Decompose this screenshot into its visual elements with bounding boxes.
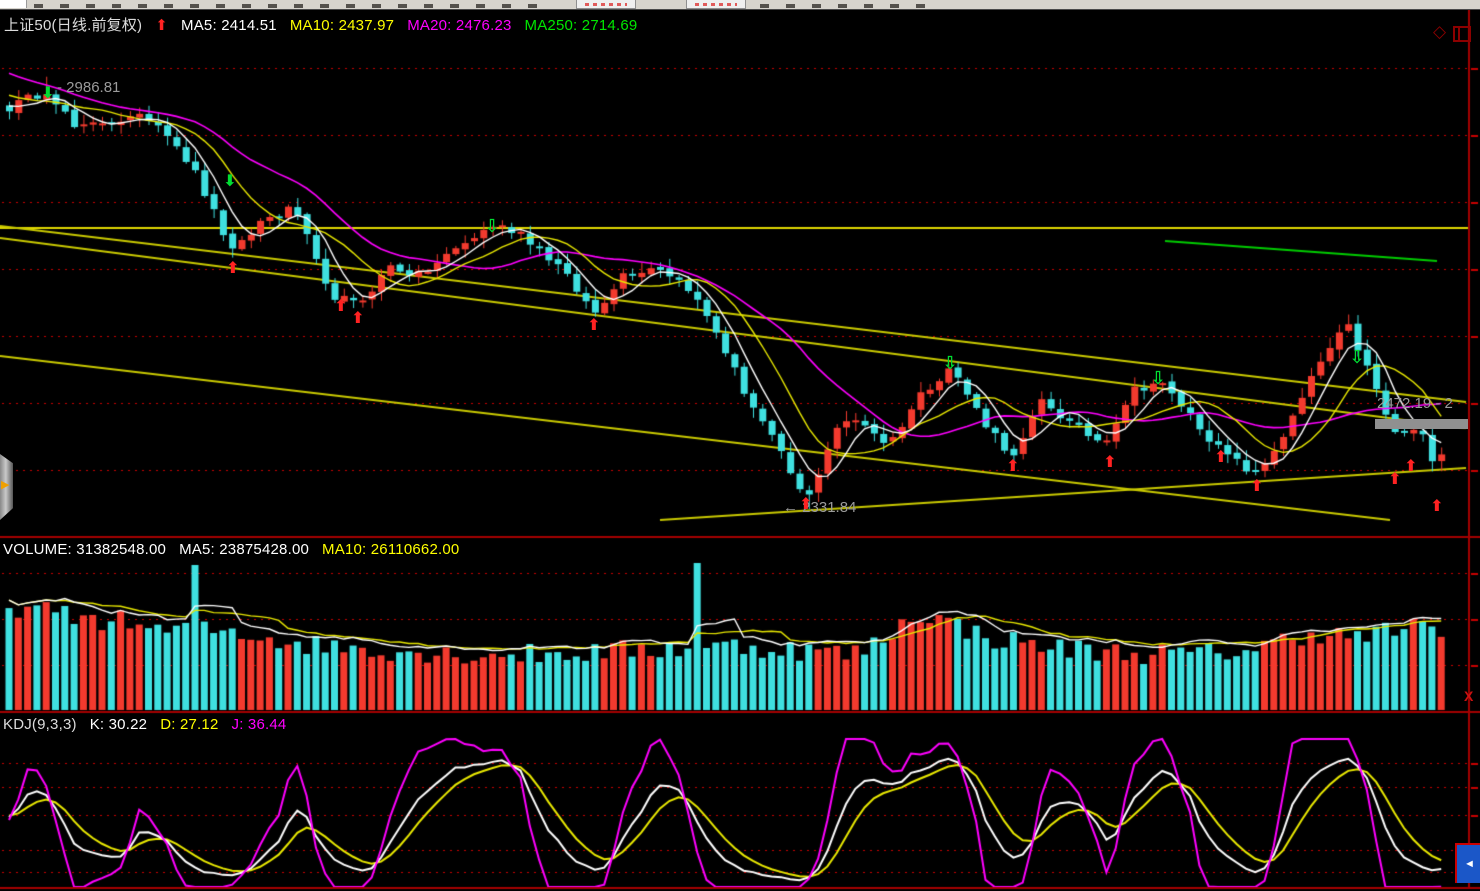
scroll-left-icon: ◄ [1464, 858, 1475, 870]
kdj-header: KDJ(9,3,3) K: 30.22 D: 27.12 J: 36.44 [3, 716, 299, 733]
marker-green-hollow-down-icon: ⇩ [1349, 347, 1365, 367]
marker-red-up-icon: ⬆ [1250, 478, 1264, 495]
marker-red-up-icon: ⬆ [1430, 498, 1444, 515]
marker-red-up-icon: ⬆ [1214, 449, 1228, 466]
marker-red-up-icon: ⬆ [799, 496, 813, 513]
main-header-segment-3: MA10: 2437.97 [289, 17, 395, 34]
range-highlight-bar [1375, 419, 1468, 429]
marker-green-down-icon: ⬇ [41, 85, 55, 102]
volume-header-segment-1: MA5: 23875428.00 [179, 541, 310, 558]
menu-button-2[interactable] [686, 0, 746, 9]
scroll-left-button[interactable]: ◄ [1455, 843, 1480, 883]
main-header-segment-2: MA5: 2414.51 [181, 17, 277, 34]
kdj-header-segment-2: D: 27.12 [160, 716, 219, 733]
panel-close-icon[interactable]: X [1464, 688, 1474, 704]
marker-green-hollow-down-icon: ⇩ [942, 353, 958, 373]
main-header-segment-1: ⬆ [155, 17, 169, 34]
marker-red-up-icon: ⬆ [587, 317, 601, 334]
marker-red-up-icon: ⬆ [226, 260, 240, 277]
volume-header-segment-2: MA10: 26110662.00 [322, 541, 460, 558]
marker-green-hollow-down-icon: ⇩ [1150, 368, 1166, 388]
period-high-label: - 2986.81 [57, 79, 121, 96]
high-pointer-icon: - [57, 79, 62, 96]
diamond-icon[interactable]: ◇ [1433, 22, 1447, 41]
volume-header-segment-0: VOLUME: 31382548.00 [3, 541, 167, 558]
main-chart-header: 上证50(日线.前复权) ⬆ MA5: 2414.51 MA10: 2437.97 MA… [4, 14, 650, 35]
kdj-header-segment-3: J: 36.44 [231, 716, 287, 733]
marker-red-up-icon: ⬆ [1404, 458, 1418, 475]
sidebar-expand-tab[interactable]: ▶ [0, 454, 13, 520]
marker-green-down-icon: ⬇ [223, 173, 237, 190]
expand-arrow-icon: ▶ [1, 479, 10, 491]
main-header-segment-0: 上证50(日线.前复权) [4, 17, 143, 34]
kdj-header-segment-0: KDJ(9,3,3) [3, 716, 77, 733]
marker-red-up-icon: ⬆ [334, 298, 348, 315]
menu-bar [0, 0, 1480, 10]
marker-red-up-icon: ⬆ [1388, 471, 1402, 488]
kdj-header-segment-1: K: 30.22 [89, 716, 148, 733]
menu-logo-box [0, 0, 27, 8]
menu-button-1[interactable] [576, 0, 636, 9]
main-header-segment-4: MA20: 2476.23 [407, 17, 512, 34]
menu-items-clipped-2[interactable] [760, 4, 930, 8]
main-header-segment-5: MA250: 2714.69 [524, 17, 638, 34]
marker-green-hollow-down-icon: ⇩ [484, 216, 500, 236]
marker-red-up-icon: ⬆ [1006, 458, 1020, 475]
menu-items-clipped[interactable] [34, 4, 554, 8]
period-low-label: ← 2331.84 [783, 499, 857, 516]
marker-red-up-icon: ⬆ [351, 310, 365, 327]
split-window-icon[interactable] [1453, 26, 1471, 42]
marker-red-up-icon: ⬆ [1103, 454, 1117, 471]
price-range-label: 2472.19 - 2 [1377, 395, 1453, 412]
volume-header: VOLUME: 31382548.00 MA5: 23875428.00 MA10:… [3, 541, 472, 558]
low-pointer-icon: ← [783, 499, 798, 516]
